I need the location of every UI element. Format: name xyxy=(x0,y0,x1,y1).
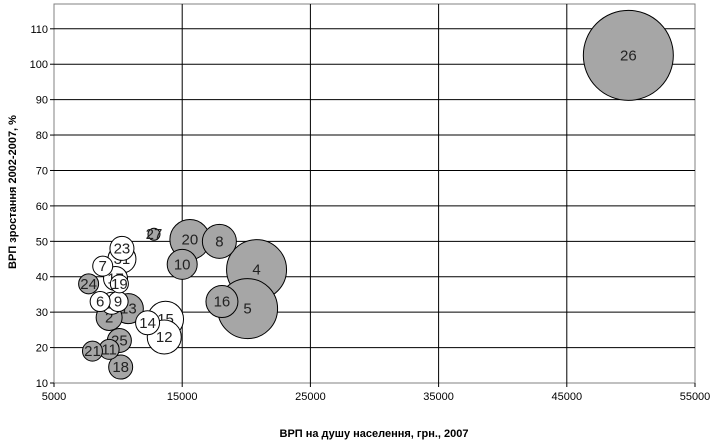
bubble-label: 24 xyxy=(80,276,97,293)
y-tick-label: 10 xyxy=(36,378,48,390)
bubble-18: 18 xyxy=(108,354,134,380)
y-axis-ticks: 10 20 30 40 50 60 70 80 90 100 110 xyxy=(30,24,54,390)
bubble-24: 24 xyxy=(78,273,100,295)
bubble-label: 11 xyxy=(101,341,117,358)
bubble-label: 21 xyxy=(84,343,101,360)
bubble-circle xyxy=(92,255,114,277)
bubble-label: 16 xyxy=(214,294,231,311)
x-tick-label: 35000 xyxy=(423,391,454,403)
bubble-circle xyxy=(201,223,237,259)
bubble-23: 23 xyxy=(109,235,135,261)
bubble-circle xyxy=(147,227,161,241)
x-axis-title: ВРП на душу населення, грн., 2007 xyxy=(280,428,469,440)
bubble-circle xyxy=(78,273,100,295)
y-tick-label: 80 xyxy=(36,130,48,142)
bubble-label: 23 xyxy=(114,240,131,257)
bubble-label: 27 xyxy=(146,226,163,243)
bubble-circle xyxy=(89,291,111,313)
bubble-circle xyxy=(108,354,134,380)
bubble-circle xyxy=(205,285,239,319)
bubble-label: 19 xyxy=(111,276,128,293)
y-tick-label: 60 xyxy=(36,201,48,213)
bubbles: 2645201581216101331214231725182279624112… xyxy=(78,9,674,380)
bubble-label: 2 xyxy=(105,309,113,326)
bubble-label: 20 xyxy=(182,232,199,249)
bubble-11: 11 xyxy=(98,338,120,360)
x-tick-label: 5000 xyxy=(42,391,66,403)
y-tick-label: 30 xyxy=(36,307,48,319)
bubble-19: 19 xyxy=(109,274,129,294)
bubble-label: 8 xyxy=(215,233,223,250)
bubble-27: 27 xyxy=(146,226,163,243)
bubble-label: 18 xyxy=(112,359,129,376)
x-axis-ticks: 5000 15000 25000 35000 45000 55000 xyxy=(42,383,710,403)
x-tick-label: 25000 xyxy=(295,391,326,403)
bubble-label: 12 xyxy=(156,329,173,346)
bubble-circle xyxy=(135,310,161,336)
bubble-14: 14 xyxy=(135,310,161,336)
x-tick-label: 45000 xyxy=(552,391,583,403)
bubble-6: 6 xyxy=(89,291,111,313)
bubble-label: 7 xyxy=(99,258,107,275)
y-tick-label: 110 xyxy=(30,24,48,36)
y-axis-title: ВРП зростання 2002-2007, % xyxy=(7,115,19,269)
bubble-label: 14 xyxy=(139,315,156,332)
bubble-label: 4 xyxy=(252,262,260,279)
bubble-circle xyxy=(166,248,198,280)
bubble-26: 26 xyxy=(582,9,674,101)
y-tick-label: 40 xyxy=(36,272,48,284)
y-tick-label: 20 xyxy=(36,343,48,355)
bubble-circle xyxy=(109,235,135,261)
bubble-label: 26 xyxy=(620,47,637,64)
bubble-label: 9 xyxy=(114,294,122,311)
bubble-9: 9 xyxy=(107,291,129,313)
bubble-21: 21 xyxy=(81,340,103,362)
x-tick-label: 55000 xyxy=(680,391,710,403)
bubble-circle xyxy=(582,9,674,101)
bubble-label: 10 xyxy=(174,256,191,273)
bubble-label: 5 xyxy=(243,301,251,318)
y-tick-label: 90 xyxy=(36,95,48,107)
y-tick-label: 100 xyxy=(30,59,48,71)
bubble-10: 10 xyxy=(166,248,198,280)
bubble-circle xyxy=(81,340,103,362)
bubble-label: 6 xyxy=(96,294,104,311)
x-tick-label: 15000 xyxy=(167,391,198,403)
bubble-circle xyxy=(109,274,129,294)
y-tick-label: 70 xyxy=(36,165,48,177)
y-tick-label: 50 xyxy=(36,236,48,248)
bubble-8: 8 xyxy=(201,223,237,259)
bubble-16: 16 xyxy=(205,285,239,319)
bubble-7: 7 xyxy=(92,255,114,277)
